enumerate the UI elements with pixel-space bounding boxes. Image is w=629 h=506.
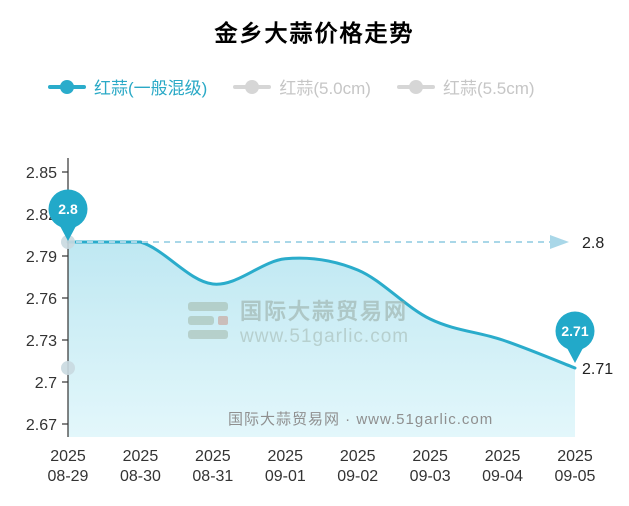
x-tick-label-year: 2025 bbox=[412, 448, 448, 465]
x-tick-label-year: 2025 bbox=[195, 448, 231, 465]
svg-text:2.71: 2.71 bbox=[561, 323, 588, 339]
price-area-fill bbox=[68, 242, 575, 437]
axis-end-value-dot bbox=[61, 361, 75, 375]
legend-label: 红蒜(一般混级) bbox=[94, 79, 208, 98]
legend-line-dot-icon bbox=[233, 79, 272, 94]
x-tick-label-date: 08-29 bbox=[48, 468, 89, 485]
y-tick-label: 2.73 bbox=[26, 333, 57, 350]
legend-label: 红蒜(5.0cm) bbox=[279, 79, 371, 98]
reference-value-label: 2.8 bbox=[582, 235, 604, 252]
y-tick-label: 2.67 bbox=[26, 417, 57, 434]
start-value-pin: 2.8 bbox=[48, 189, 88, 241]
x-tick-label-year: 2025 bbox=[485, 448, 521, 465]
x-tick-label-date: 09-05 bbox=[555, 468, 596, 485]
legend-line-dot-icon bbox=[396, 79, 435, 94]
y-tick-label: 2.76 bbox=[26, 291, 57, 308]
svg-text:2.8: 2.8 bbox=[58, 201, 78, 217]
x-tick-label-year: 2025 bbox=[340, 448, 376, 465]
x-tick-label-date: 09-02 bbox=[337, 468, 378, 485]
x-tick-label-date: 08-31 bbox=[192, 468, 233, 485]
end-value-label: 2.71 bbox=[582, 361, 613, 378]
x-tick-label-year: 2025 bbox=[557, 448, 593, 465]
x-tick-label-date: 09-04 bbox=[482, 468, 523, 485]
price-line bbox=[66, 240, 577, 370]
end-value-pin: 2.71 bbox=[555, 311, 595, 363]
x-tick-label-date: 09-01 bbox=[265, 468, 306, 485]
x-tick-label-date: 08-30 bbox=[120, 468, 161, 485]
legend: 红蒜(一般混级) 红蒜(5.0cm) 红蒜(5.5cm) bbox=[48, 74, 535, 99]
y-tick-label: 2.79 bbox=[26, 249, 57, 266]
reference-arrow-icon bbox=[550, 235, 569, 249]
start-point-dot bbox=[61, 235, 75, 249]
legend-item-hongsuan-5-0cm[interactable]: 红蒜(5.0cm) bbox=[233, 74, 371, 99]
x-tick-label-date: 09-03 bbox=[410, 468, 451, 485]
x-tick-label-year: 2025 bbox=[50, 448, 86, 465]
y-tick-label: 2.85 bbox=[26, 165, 57, 182]
page-title: 金乡大蒜价格走势 bbox=[214, 20, 415, 46]
y-tick-label: 2.7 bbox=[35, 375, 57, 392]
legend-item-hongsuan-5-5cm[interactable]: 红蒜(5.5cm) bbox=[396, 74, 535, 99]
legend-line-dot-icon bbox=[48, 79, 86, 94]
legend-item-hongsuan-mixed[interactable]: 红蒜(一般混级) bbox=[48, 74, 207, 99]
x-tick-label-year: 2025 bbox=[267, 448, 303, 465]
x-tick-label-year: 2025 bbox=[123, 448, 159, 465]
legend-label: 红蒜(5.5cm) bbox=[442, 79, 535, 98]
